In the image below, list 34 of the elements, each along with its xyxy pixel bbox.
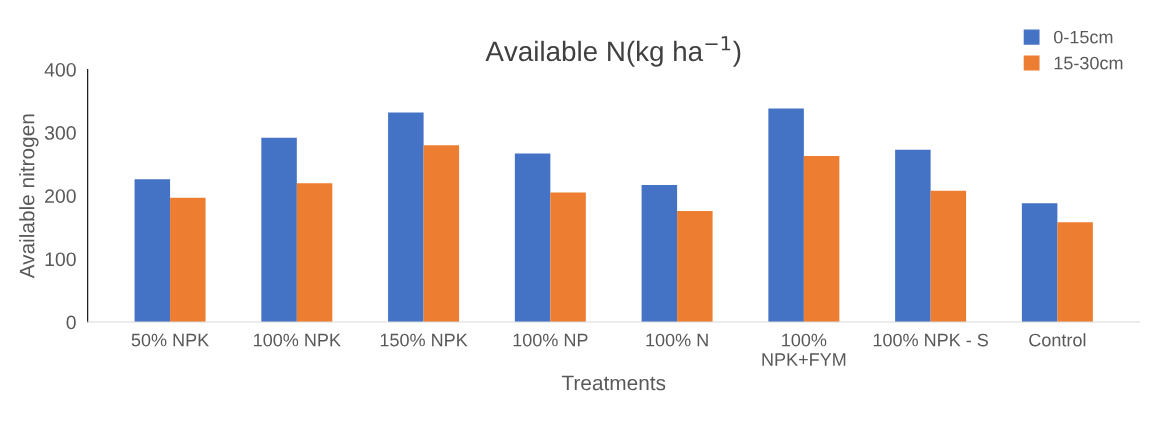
x-tick-label: 100% NPK+FYM bbox=[762, 333, 846, 366]
x-tick-label: Control bbox=[1029, 333, 1086, 347]
legend-label: 15-30cm bbox=[1054, 56, 1123, 70]
x-tick-label: 100% NP bbox=[513, 333, 588, 347]
chart-title: Available N(kg ha$^{−1}$) bbox=[485, 36, 741, 67]
bar bbox=[514, 153, 551, 323]
bar bbox=[261, 137, 297, 323]
x-axis-title: Treatments bbox=[561, 375, 666, 391]
y-tick-label: 200 bbox=[45, 189, 76, 203]
x-tick-label: 50% NPK bbox=[131, 333, 210, 347]
y-axis-title: Available nitrogen bbox=[19, 114, 39, 279]
x-tick-label: 150% NPK bbox=[380, 333, 468, 347]
y-tick-label: 0 bbox=[66, 315, 76, 330]
bar bbox=[1021, 203, 1058, 323]
x-tick-label: 100% N bbox=[646, 333, 708, 347]
bar bbox=[296, 183, 333, 323]
bar bbox=[1057, 222, 1093, 323]
y-tick-label: 400 bbox=[44, 62, 76, 77]
bar bbox=[930, 190, 967, 323]
bar bbox=[677, 210, 713, 323]
x-tick-label: 100% NPK - S bbox=[873, 333, 988, 347]
bar bbox=[550, 192, 586, 323]
bar bbox=[134, 179, 171, 323]
bar bbox=[803, 155, 840, 323]
y-tick-label: 100 bbox=[45, 252, 76, 267]
bar bbox=[423, 145, 460, 323]
x-tick-label: 100% NPK bbox=[254, 333, 341, 347]
y-tick-label: 300 bbox=[44, 126, 76, 140]
bar bbox=[768, 108, 804, 323]
legend-label: 0-15cm bbox=[1053, 30, 1113, 44]
bar bbox=[170, 197, 206, 323]
bar bbox=[895, 149, 931, 323]
bar bbox=[641, 185, 678, 323]
bar bbox=[388, 112, 424, 323]
